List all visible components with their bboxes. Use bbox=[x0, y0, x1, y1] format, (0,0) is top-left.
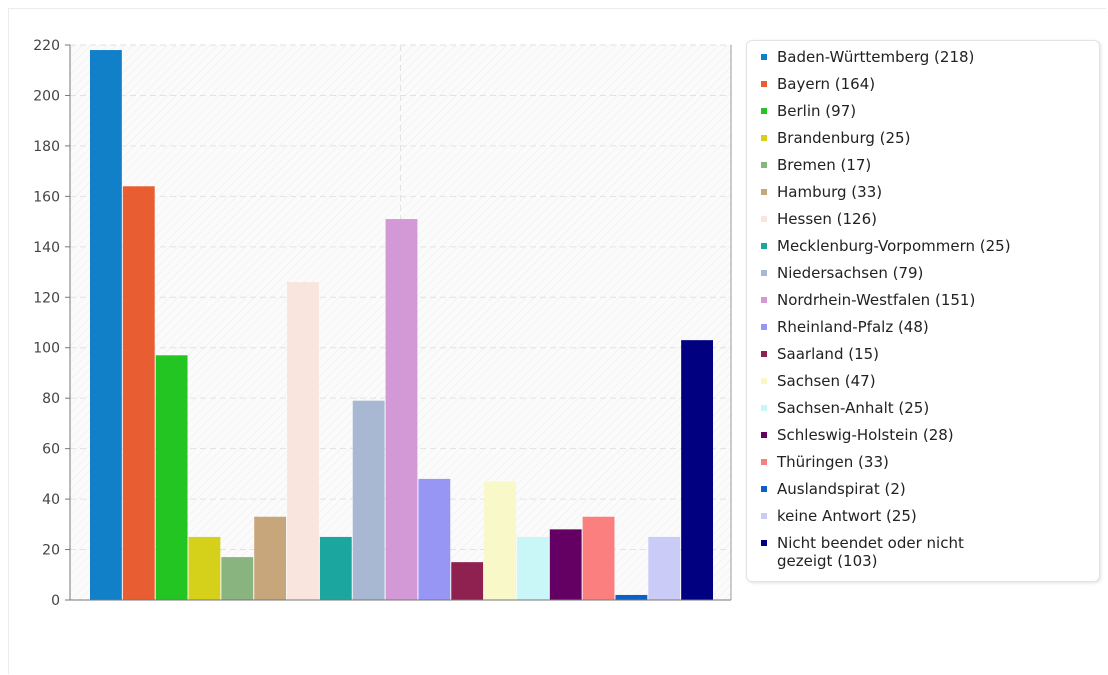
bar-9 bbox=[385, 219, 418, 600]
legend-item[interactable]: Hamburg (33) bbox=[761, 183, 1099, 201]
bar-6 bbox=[287, 282, 319, 600]
legend-label: Auslandspirat (2) bbox=[777, 480, 906, 498]
legend-swatch bbox=[761, 216, 767, 222]
legend-item[interactable]: Nordrhein-Westfalen (151) bbox=[761, 291, 1099, 309]
y-tick-label: 100 bbox=[33, 341, 60, 357]
bar-12 bbox=[484, 481, 516, 600]
legend-label: Berlin (97) bbox=[777, 102, 857, 120]
legend-label: Nicht beendet oder nicht gezeigt (103) bbox=[777, 534, 964, 570]
legend-label: Sachsen-Anhalt (25) bbox=[777, 399, 930, 417]
legend-label: Bremen (17) bbox=[777, 156, 872, 174]
y-tick-label: 80 bbox=[42, 391, 60, 407]
legend-swatch bbox=[761, 324, 767, 330]
legend-label: Bayern (164) bbox=[777, 75, 876, 93]
bar-18 bbox=[681, 340, 713, 600]
legend-item[interactable]: Sachsen (47) bbox=[761, 372, 1099, 390]
legend-item[interactable]: Bayern (164) bbox=[761, 75, 1099, 93]
legend-item[interactable]: Niedersachsen (79) bbox=[761, 264, 1099, 282]
bar-15 bbox=[582, 516, 615, 600]
legend-label: Brandenburg (25) bbox=[777, 129, 911, 147]
bar-10 bbox=[418, 478, 451, 600]
legend-item[interactable]: Saarland (15) bbox=[761, 345, 1099, 363]
legend-item[interactable]: Berlin (97) bbox=[761, 102, 1099, 120]
y-tick-label: 160 bbox=[33, 189, 60, 205]
bar-14 bbox=[549, 529, 582, 600]
y-tick-label: 60 bbox=[42, 442, 60, 458]
legend-label: Hessen (126) bbox=[777, 210, 877, 228]
legend-swatch bbox=[761, 486, 767, 492]
bar-7 bbox=[319, 536, 352, 600]
legend-swatch bbox=[761, 243, 767, 249]
bar-5 bbox=[254, 516, 287, 600]
legend-swatch bbox=[761, 432, 767, 438]
legend-swatch bbox=[761, 162, 767, 168]
legend-label: Mecklenburg-Vorpommern (25) bbox=[777, 237, 1011, 255]
legend-label: Nordrhein-Westfalen (151) bbox=[777, 291, 976, 309]
legend-swatch bbox=[761, 189, 767, 195]
legend-item[interactable]: Rheinland-Pfalz (48) bbox=[761, 318, 1099, 336]
legend-item[interactable]: Bremen (17) bbox=[761, 156, 1099, 174]
legend-label: Rheinland-Pfalz (48) bbox=[777, 318, 929, 336]
legend-label: Thüringen (33) bbox=[777, 453, 889, 471]
legend-label: Hamburg (33) bbox=[777, 183, 883, 201]
legend-item[interactable]: Mecklenburg-Vorpommern (25) bbox=[761, 237, 1099, 255]
y-tick-label: 200 bbox=[33, 88, 60, 104]
legend-item[interactable]: Nicht beendet oder nicht gezeigt (103) bbox=[761, 534, 997, 570]
legend-swatch bbox=[761, 108, 767, 114]
legend-swatch bbox=[761, 459, 767, 465]
legend-item[interactable]: Schleswig-Holstein (28) bbox=[761, 426, 1099, 444]
legend-item[interactable]: Baden-Württemberg (218) bbox=[761, 48, 1099, 66]
legend-label: Schleswig-Holstein (28) bbox=[777, 426, 954, 444]
bar-2 bbox=[155, 355, 188, 600]
legend-item[interactable]: Brandenburg (25) bbox=[761, 129, 1099, 147]
legend-label: Saarland (15) bbox=[777, 345, 880, 363]
y-tick-label: 140 bbox=[33, 240, 60, 256]
chart-legend: Baden-Württemberg (218) Bayern (164) Berli… bbox=[746, 40, 1100, 582]
legend-swatch bbox=[761, 270, 767, 276]
legend-item[interactable]: Sachsen-Anhalt (25) bbox=[761, 399, 1099, 417]
bar-16 bbox=[615, 594, 648, 600]
y-tick-label: 40 bbox=[42, 492, 60, 508]
legend-label: Sachsen (47) bbox=[777, 372, 876, 390]
bar-11 bbox=[451, 562, 484, 600]
legend-swatch bbox=[761, 378, 767, 384]
bar-17 bbox=[648, 536, 681, 600]
bar-0 bbox=[90, 50, 122, 600]
legend-item[interactable]: Auslandspirat (2) bbox=[761, 480, 1099, 498]
legend-swatch bbox=[761, 54, 767, 60]
y-tick-label: 20 bbox=[42, 543, 60, 559]
legend-swatch bbox=[761, 540, 767, 546]
y-tick-label: 0 bbox=[51, 593, 60, 609]
legend-label: keine Antwort (25) bbox=[777, 507, 917, 525]
bar-13 bbox=[516, 536, 549, 600]
legend-label: Niedersachsen (79) bbox=[777, 264, 924, 282]
legend-label: Baden-Württemberg (218) bbox=[777, 48, 975, 66]
legend-swatch bbox=[761, 405, 767, 411]
legend-item[interactable]: Thüringen (33) bbox=[761, 453, 1099, 471]
legend-swatch bbox=[761, 135, 767, 141]
legend-swatch bbox=[761, 81, 767, 87]
y-tick-label: 120 bbox=[33, 290, 60, 306]
y-tick-label: 220 bbox=[33, 38, 60, 54]
legend-item[interactable]: keine Antwort (25) bbox=[761, 507, 1099, 525]
legend-swatch bbox=[761, 297, 767, 303]
chart-frame bbox=[8, 8, 1106, 674]
legend-swatch bbox=[761, 351, 767, 357]
bar-8 bbox=[352, 400, 385, 600]
bar-chart: 0 20 40 60 80 100 120 140 160 180 200 220 bbox=[33, 38, 732, 609]
bar-4 bbox=[221, 557, 254, 600]
bar-1 bbox=[122, 186, 155, 601]
bar-3 bbox=[188, 536, 221, 600]
legend-swatch bbox=[761, 513, 767, 519]
legend-item[interactable]: Hessen (126) bbox=[761, 210, 1099, 228]
y-tick-label: 180 bbox=[33, 139, 60, 155]
